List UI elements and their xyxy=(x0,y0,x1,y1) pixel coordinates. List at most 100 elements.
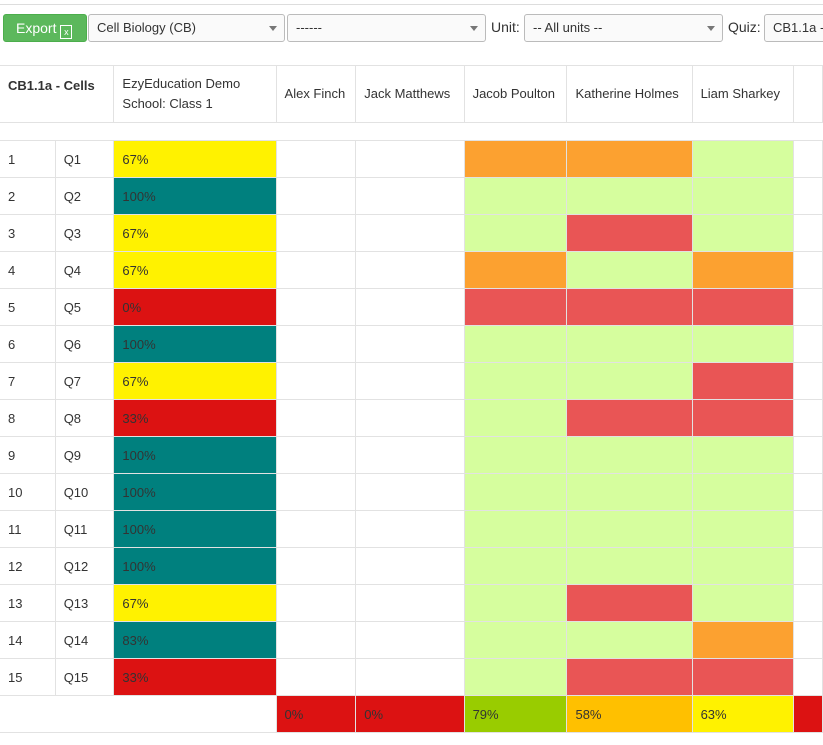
student-result xyxy=(463,251,568,289)
question-label: Q1 xyxy=(54,140,115,178)
student-result xyxy=(275,436,357,474)
question-label: Q8 xyxy=(54,399,115,437)
student-result xyxy=(355,214,465,252)
row-number: 15 xyxy=(0,658,56,696)
unit-select[interactable]: -- All units -- xyxy=(524,14,723,42)
filter-select[interactable]: ------ xyxy=(287,14,486,42)
student-result xyxy=(566,362,693,400)
student-result xyxy=(463,436,568,474)
student-result xyxy=(275,621,357,659)
student-result xyxy=(275,140,357,178)
divider xyxy=(0,4,823,5)
student-result xyxy=(463,325,568,363)
student-total xyxy=(792,695,823,733)
question-label: Q2 xyxy=(54,177,115,215)
row-number: 6 xyxy=(0,325,56,363)
student-header: Liam Sharkey xyxy=(691,65,794,123)
student-result xyxy=(691,177,794,215)
student-result xyxy=(355,658,465,696)
row-number: 2 xyxy=(0,177,56,215)
student-result xyxy=(691,251,794,289)
student-result xyxy=(355,140,465,178)
spacer-cell xyxy=(276,122,356,141)
student-result xyxy=(691,140,794,178)
row-number: 8 xyxy=(0,399,56,437)
question-label: Q15 xyxy=(54,658,115,696)
student-result xyxy=(566,288,693,326)
student-result xyxy=(792,251,823,289)
student-result xyxy=(275,362,357,400)
row-number: 11 xyxy=(0,510,56,548)
question-row: 8 Q8 33% xyxy=(0,399,823,437)
student-result xyxy=(463,658,568,696)
student-result xyxy=(792,510,823,548)
row-number: 12 xyxy=(0,547,56,585)
student-result xyxy=(355,399,465,437)
student-result xyxy=(355,325,465,363)
row-number: 1 xyxy=(0,140,56,178)
question-label: Q13 xyxy=(54,584,115,622)
student-result xyxy=(463,399,568,437)
student-result xyxy=(691,436,794,474)
student-result xyxy=(463,510,568,548)
student-result xyxy=(792,177,823,215)
student-result xyxy=(792,547,823,585)
student-result xyxy=(463,362,568,400)
student-total: 0% xyxy=(355,695,465,733)
question-row: 3 Q3 67% xyxy=(0,214,823,252)
student-result xyxy=(566,473,693,511)
question-row: 5 Q5 0% xyxy=(0,288,823,326)
quiz-select[interactable]: CB1.1a - xyxy=(764,14,823,42)
student-result xyxy=(792,325,823,363)
excel-icon: x xyxy=(60,25,73,39)
student-result xyxy=(691,621,794,659)
header-row: CB1.1a - Cells EzyEducation Demo School:… xyxy=(0,65,823,123)
class-score: 67% xyxy=(113,251,277,289)
student-result xyxy=(792,584,823,622)
question-label: Q7 xyxy=(54,362,115,400)
spacer-cell xyxy=(113,122,277,141)
student-result xyxy=(691,288,794,326)
class-score: 67% xyxy=(113,362,277,400)
row-number: 13 xyxy=(0,584,56,622)
student-header xyxy=(792,65,823,123)
student-result xyxy=(275,658,357,696)
student-result xyxy=(355,251,465,289)
student-header: Katherine Holmes xyxy=(566,65,693,123)
class-score: 33% xyxy=(113,399,277,437)
question-row: 9 Q9 100% xyxy=(0,436,823,474)
student-result xyxy=(275,547,357,585)
student-result xyxy=(463,621,568,659)
question-row: 14 Q14 83% xyxy=(0,621,823,659)
student-result xyxy=(691,658,794,696)
student-result xyxy=(275,177,357,215)
subject-select[interactable]: Cell Biology (CB) xyxy=(88,14,285,42)
footer-spacer xyxy=(0,695,277,733)
student-result xyxy=(792,621,823,659)
student-result xyxy=(566,547,693,585)
student-result xyxy=(463,473,568,511)
row-number: 10 xyxy=(0,473,56,511)
question-label: Q6 xyxy=(54,325,115,363)
student-result xyxy=(566,436,693,474)
student-result xyxy=(792,214,823,252)
class-score: 100% xyxy=(113,547,277,585)
student-result xyxy=(355,621,465,659)
row-number: 9 xyxy=(0,436,56,474)
student-result xyxy=(792,399,823,437)
question-row: 10 Q10 100% xyxy=(0,473,823,511)
student-result xyxy=(355,510,465,548)
student-result xyxy=(691,473,794,511)
student-result xyxy=(566,214,693,252)
student-result xyxy=(691,214,794,252)
row-number: 4 xyxy=(0,251,56,289)
student-result xyxy=(691,510,794,548)
class-score: 100% xyxy=(113,325,277,363)
question-label: Q5 xyxy=(54,288,115,326)
class-score: 100% xyxy=(113,436,277,474)
student-result xyxy=(463,547,568,585)
export-button[interactable]: Export x xyxy=(3,14,87,42)
question-row: 11 Q11 100% xyxy=(0,510,823,548)
student-result xyxy=(275,288,357,326)
